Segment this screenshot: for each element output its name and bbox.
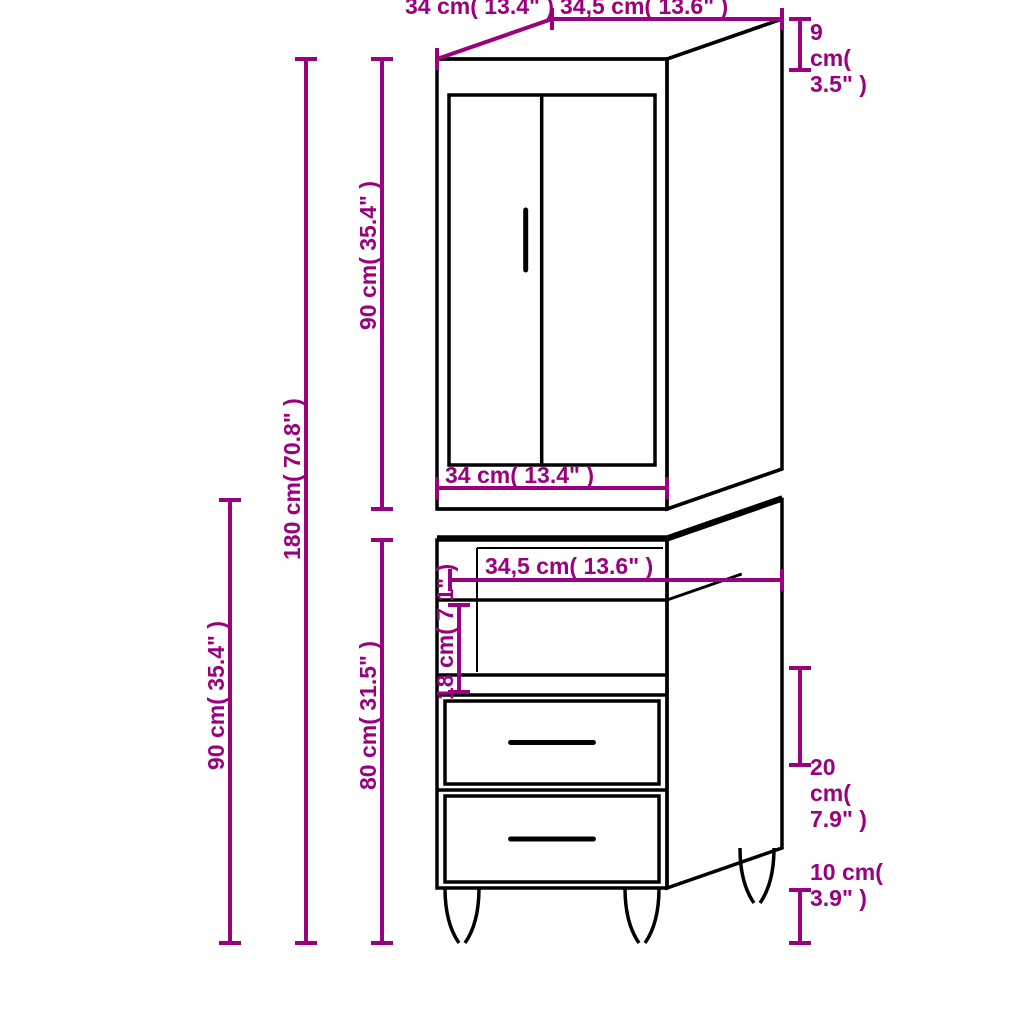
dim-label-h-180: 180 cm( 70.8" ) xyxy=(279,398,305,560)
dim-label-top-drop-0: 9 xyxy=(810,19,823,45)
dim-label-leg-10-1: 3.9" ) xyxy=(810,885,867,911)
dim-label-drawer-20-1: cm( xyxy=(810,780,851,806)
dim-label-depth-mid: 34 cm( 13.4" ) xyxy=(445,462,594,488)
dim-label-drawer-20-0: 20 xyxy=(810,754,836,780)
dim-label-depth-top: 34 cm( 13.4" ) xyxy=(405,0,554,19)
dim-label-shelf-18: 18 cm( 7.1" ) xyxy=(432,564,458,700)
dim-label-top-drop-1: cm( xyxy=(810,45,851,71)
dim-label-h-90-left: 90 cm( 35.4" ) xyxy=(203,621,229,770)
dim-label-width-mid: 34,5 cm( 13.6" ) xyxy=(485,553,653,579)
dim-label-leg-10-0: 10 cm( xyxy=(810,859,883,885)
dim-label-h-90-upper: 90 cm( 35.4" ) xyxy=(355,181,381,330)
dim-label-drawer-20-2: 7.9" ) xyxy=(810,806,867,832)
dim-label-top-drop-2: 3.5" ) xyxy=(810,71,867,97)
dim-label-width-top: 34,5 cm( 13.6" ) xyxy=(560,0,728,19)
dim-label-h-80-lower: 80 cm( 31.5" ) xyxy=(355,641,381,790)
